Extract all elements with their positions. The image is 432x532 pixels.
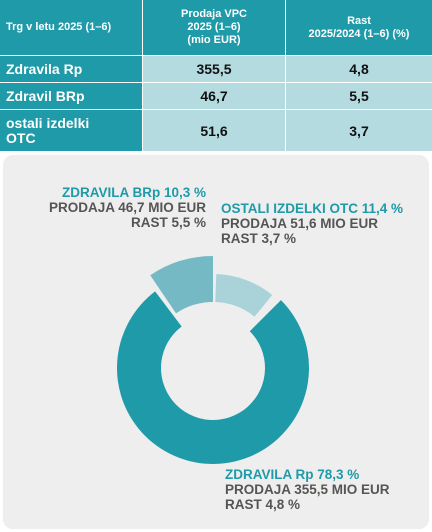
row-growth: 3,7 xyxy=(286,110,432,151)
label-otc-sales: PRODAJA 51,6 MIO EUR xyxy=(221,216,379,231)
label-rp-growth: RAST 4,8 % xyxy=(225,497,301,512)
label-zdravila-brp: ZDRAVILA BRp 10,3 % PRODAJA 46,7 MIO EUR… xyxy=(49,185,206,230)
row-sales: 355,5 xyxy=(143,56,286,82)
header-market-text: Trg v letu 2025 (1–6) xyxy=(6,21,112,33)
label-otc-growth: RAST 3,7 % xyxy=(221,231,297,246)
text-line: ostali izdelki xyxy=(6,114,90,131)
text-line: 2025/2024 (1–6) (%) xyxy=(308,27,410,40)
row-name: Zdravil BRp xyxy=(0,83,143,109)
row-sales: 51,6 xyxy=(143,110,286,151)
label-zdravila-rp: ZDRAVILA Rp 78,3 % PRODAJA 355,5 MIO EUR… xyxy=(225,467,390,512)
donut-panel: ZDRAVILA BRp 10,3 % PRODAJA 46,7 MIO EUR… xyxy=(3,155,429,529)
row-name: ostali izdelki OTC xyxy=(0,110,143,151)
donut-chart xyxy=(116,256,309,464)
slice-ostali-otc xyxy=(215,274,273,317)
slice-zdravila-rp xyxy=(116,291,309,464)
row-sales: 46,7 xyxy=(143,83,286,109)
table-header: Trg v letu 2025 (1–6) Prodaja VPC 2025 (1… xyxy=(0,0,432,55)
slice-zdravila-brp xyxy=(150,256,213,314)
row-growth: 5,5 xyxy=(286,83,432,109)
text-line: (mio EUR) xyxy=(187,34,241,46)
label-rp-title: ZDRAVILA Rp 78,3 % xyxy=(225,467,360,482)
label-rp-sales: PRODAJA 355,5 MIO EUR xyxy=(225,482,390,497)
table-row: ostali izdelki OTC 51,6 3,7 xyxy=(0,110,432,151)
text-line: Prodaja VPC xyxy=(180,8,248,20)
header-growth: Rast 2025/2024 (1–6) (%) xyxy=(286,0,432,55)
label-brp-sales: PRODAJA 46,7 MIO EUR xyxy=(48,200,206,215)
label-otc-title: OSTALI IZDELKI OTC 11,4 % xyxy=(221,201,404,216)
text-line: Rast xyxy=(347,14,371,27)
text-line: 2025 (1–6) xyxy=(187,21,241,33)
row-growth: 4,8 xyxy=(286,56,432,82)
table-row: Zdravila Rp 355,5 4,8 xyxy=(0,56,432,82)
label-brp-title: ZDRAVILA BRp 10,3 % xyxy=(61,185,206,200)
table-row: Zdravil BRp 46,7 5,5 xyxy=(0,83,432,109)
label-ostali-otc: OSTALI IZDELKI OTC 11,4 % PRODAJA 51,6 M… xyxy=(221,201,403,246)
header-market: Trg v letu 2025 (1–6) xyxy=(0,0,143,55)
row-name: Zdravila Rp xyxy=(0,56,143,82)
header-sales: Prodaja VPC 2025 (1–6) (mio EUR) xyxy=(143,0,286,55)
text-line: OTC xyxy=(6,129,36,146)
label-brp-growth: RAST 5,5 % xyxy=(130,215,206,230)
